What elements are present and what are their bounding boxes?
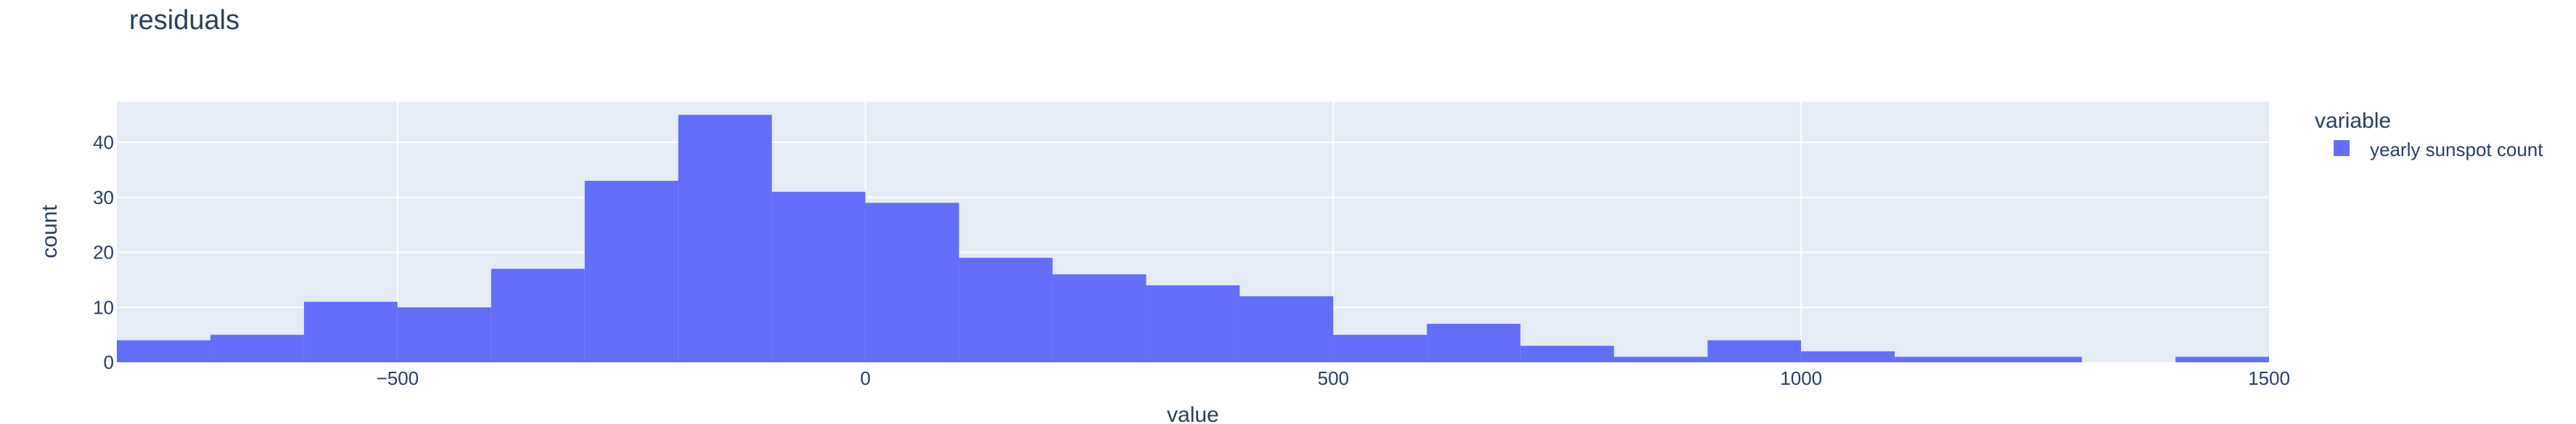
histogram-bar[interactable] — [1333, 335, 1427, 362]
histogram-bar[interactable] — [210, 335, 304, 362]
histogram-bar[interactable] — [1707, 340, 1802, 362]
histogram-bar[interactable] — [491, 269, 585, 362]
x-tick-label: 500 — [1318, 367, 1349, 389]
histogram-bar[interactable] — [2175, 356, 2269, 362]
legend-item-label[interactable]: yearly sunspot count — [2370, 139, 2543, 160]
histogram-bar[interactable] — [1052, 274, 1147, 362]
histogram-bar[interactable] — [865, 203, 959, 362]
legend-swatch[interactable] — [2334, 140, 2350, 156]
histogram-bar[interactable] — [1146, 285, 1240, 362]
histogram-bar[interactable] — [584, 181, 678, 362]
legend-title: variable — [2315, 109, 2391, 133]
y-tick-label: 40 — [93, 131, 114, 153]
histogram-bar[interactable] — [1614, 356, 1708, 362]
histogram-bar[interactable] — [678, 115, 772, 362]
x-tick-label: 1000 — [1780, 367, 1822, 389]
chart-title: residuals — [129, 5, 239, 36]
histogram-bar[interactable] — [771, 192, 866, 362]
histogram-bar[interactable] — [959, 258, 1053, 362]
y-tick-label: 0 — [104, 351, 114, 373]
histogram-bar[interactable] — [117, 340, 210, 362]
x-tick-label: 0 — [860, 367, 870, 389]
histogram-bar[interactable] — [397, 307, 491, 362]
x-tick-label: −500 — [377, 367, 419, 389]
legend: variable yearly sunspot count — [2315, 109, 2543, 160]
histogram-bar[interactable] — [303, 301, 398, 362]
bars — [117, 115, 2269, 362]
y-axis-title: count — [38, 205, 62, 258]
y-tick-label: 20 — [93, 242, 114, 264]
y-tick-label: 10 — [93, 296, 114, 318]
histogram-bar[interactable] — [1427, 323, 1521, 362]
histogram-bar[interactable] — [1520, 346, 1615, 362]
x-axis-ticks: −500 0 500 1000 1500 — [377, 367, 2290, 389]
x-tick-label: 1500 — [2248, 367, 2290, 389]
histogram-bar[interactable] — [1895, 356, 1989, 362]
histogram-bar[interactable] — [1988, 356, 2083, 362]
y-tick-label: 30 — [93, 187, 114, 208]
y-axis-ticks: 0 10 20 30 40 — [93, 131, 114, 373]
histogram-bar[interactable] — [1239, 296, 1334, 362]
x-axis-title: value — [1167, 403, 1219, 424]
histogram-bar[interactable] — [1801, 351, 1895, 362]
